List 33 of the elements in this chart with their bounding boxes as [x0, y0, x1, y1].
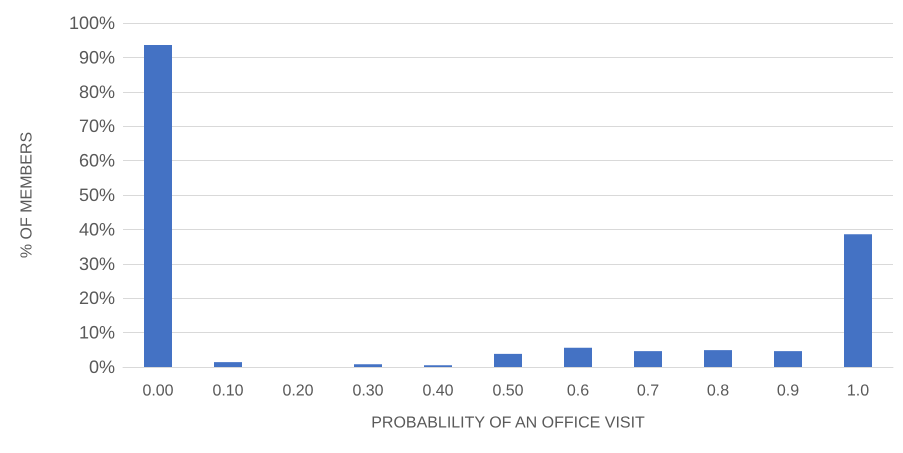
y-tick-label: 80%	[78, 82, 115, 102]
x-tick-label: 0.10	[212, 382, 244, 400]
x-tick-label: 1.0	[846, 382, 870, 400]
bar	[354, 364, 382, 367]
x-tick-label: 0.30	[352, 382, 384, 400]
bar	[494, 354, 522, 367]
x-tick-label: 0.20	[282, 382, 314, 400]
y-tick-label: 20%	[78, 288, 115, 308]
x-tick-label: 0.00	[142, 382, 174, 400]
bar	[144, 45, 172, 367]
y-tick-label: 0%	[88, 357, 115, 377]
bar	[214, 362, 242, 367]
y-tick-label: 30%	[78, 254, 115, 274]
bar	[704, 350, 732, 367]
x-tick-label: 0.8	[706, 382, 730, 400]
x-tick-label: 0.50	[492, 382, 524, 400]
x-tick-label: 0.6	[566, 382, 590, 400]
y-tick-label: 90%	[78, 47, 115, 68]
x-tick-label: 0.9	[776, 382, 800, 400]
x-axis-title: PROBABLILITY OF AN OFFICE VISIT	[371, 414, 645, 432]
bar	[634, 351, 662, 367]
bar	[564, 348, 592, 367]
bar	[774, 351, 802, 367]
y-tick-label: 50%	[78, 185, 115, 205]
y-tick-label: 70%	[78, 116, 115, 136]
y-tick-label: 60%	[78, 150, 115, 171]
y-axis-title: % OF MEMBERS	[18, 132, 36, 258]
bar	[844, 234, 872, 367]
y-tick-label: 10%	[78, 322, 115, 343]
x-tick-label: 0.7	[636, 382, 660, 400]
x-tick-label: 0.40	[422, 382, 454, 400]
y-tick-label: 40%	[78, 219, 115, 240]
y-tick-label: 100%	[68, 13, 115, 33]
